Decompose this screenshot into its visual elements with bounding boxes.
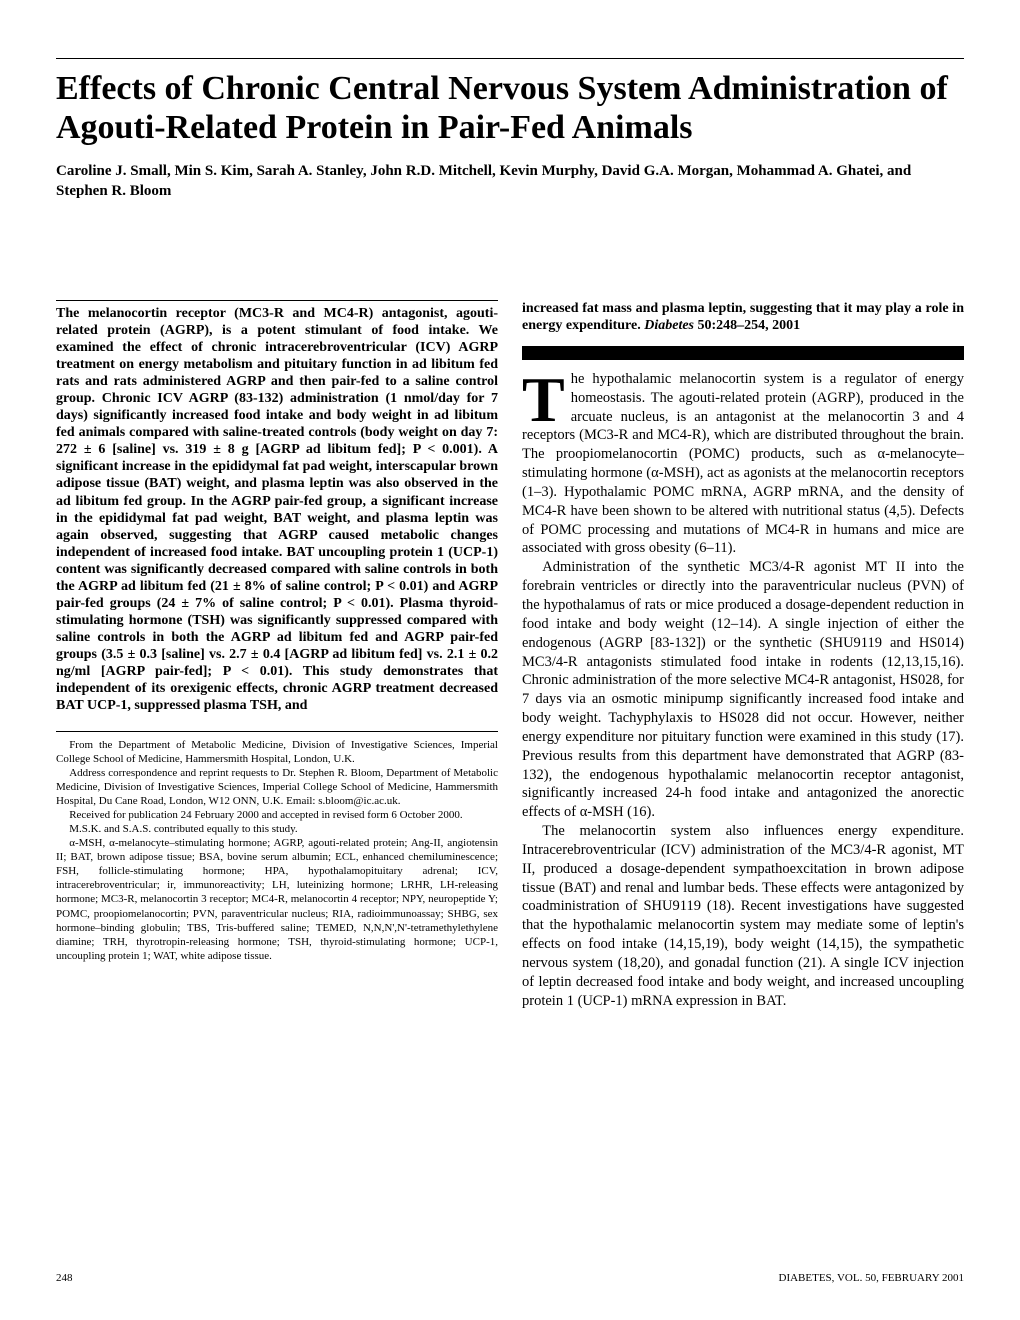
footnote-received: Received for publication 24 February 200… [56, 808, 498, 822]
body-text: The hypothalamic melanocortin system is … [522, 370, 964, 1011]
page-number: 248 [56, 1272, 73, 1284]
body-paragraph-2: Administration of the synthetic MC3/4-R … [522, 558, 964, 822]
abstract-text-left: The melanocortin receptor (MC3-R and MC4… [56, 305, 498, 715]
body-paragraph-3: The melanocortin system also influences … [522, 822, 964, 1010]
body-p1-text: he hypothalamic melanocortin system is a… [522, 371, 964, 557]
two-column-body: The melanocortin receptor (MC3-R and MC4… [56, 300, 964, 1254]
footnote-block: From the Department of Metabolic Medicin… [56, 738, 498, 963]
footnote-from: From the Department of Metabolic Medicin… [56, 738, 498, 766]
abstract-text-right: increased fat mass and plasma leptin, su… [522, 300, 964, 334]
journal-page: Effects of Chronic Central Nervous Syste… [0, 0, 1020, 1320]
author-list: Caroline J. Small, Min S. Kim, Sarah A. … [56, 161, 964, 202]
right-column: increased fat mass and plasma leptin, su… [522, 300, 964, 1254]
body-paragraph-1: The hypothalamic melanocortin system is … [522, 370, 964, 558]
article-title: Effects of Chronic Central Nervous Syste… [56, 69, 964, 147]
running-footer: DIABETES, VOL. 50, FEBRUARY 2001 [779, 1272, 965, 1284]
footnote-correspondence: Address correspondence and reprint reque… [56, 766, 498, 808]
footnote-contrib: M.S.K. and S.A.S. contributed equally to… [56, 822, 498, 836]
abstract-continuation: increased fat mass and plasma leptin, su… [522, 301, 964, 333]
dropcap-t: T [522, 370, 571, 426]
left-column: The melanocortin receptor (MC3-R and MC4… [56, 300, 498, 1254]
footnote-abbreviations: α-MSH, α-melanocyte–stimulating hormone;… [56, 836, 498, 963]
journal-name-italic: Diabetes [644, 318, 694, 333]
abstract-top-rule [56, 300, 498, 301]
top-rule [56, 58, 964, 59]
page-footer: 248 DIABETES, VOL. 50, FEBRUARY 2001 [56, 1272, 964, 1284]
section-black-bar [522, 346, 964, 360]
footnote-rule [56, 731, 498, 732]
